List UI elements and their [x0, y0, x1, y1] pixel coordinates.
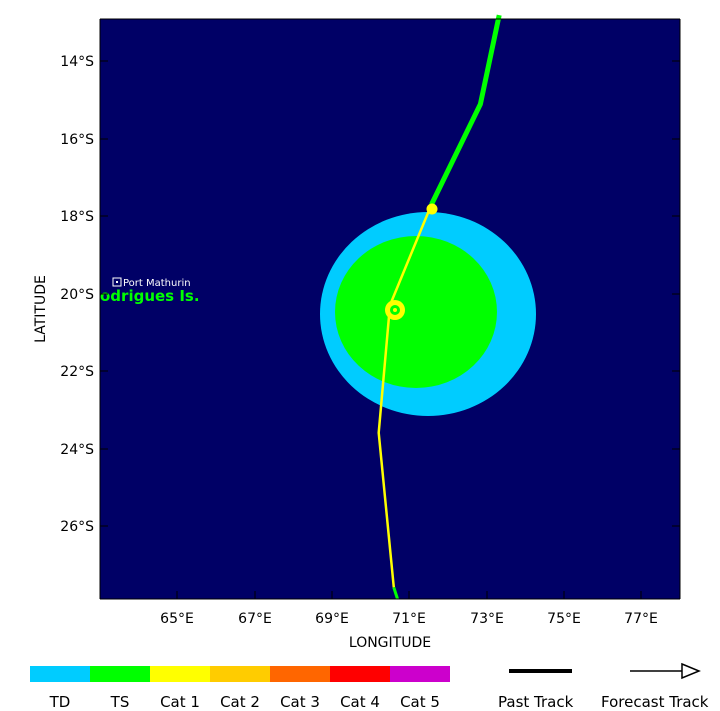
legend-swatch-ts	[90, 666, 150, 682]
rodrigues-label: odrigues Is.	[100, 287, 200, 305]
lon-tick-label: 69°E	[315, 611, 349, 627]
axis-ticks	[99, 18, 681, 600]
forecast-track-label: Forecast Track	[601, 693, 709, 711]
legend-swatch-cat4	[330, 666, 390, 682]
forecast-arrow-icon	[681, 662, 701, 680]
legend-swatch-cat2	[210, 666, 270, 682]
legend-swatch-td	[30, 666, 90, 682]
lon-tick-label: 71°E	[392, 611, 426, 627]
forecast-track-end	[392, 586, 399, 600]
lon-tick-label: 77°E	[624, 611, 658, 627]
lat-tick-label: 26°S	[60, 519, 94, 535]
past-track-label: Past Track	[498, 693, 574, 711]
forecast-position-dot	[393, 308, 397, 312]
lat-tick-label: 16°S	[60, 132, 94, 148]
legend-swatch-cat1	[150, 666, 210, 682]
lon-tick-label: 75°E	[547, 611, 581, 627]
lat-tick-label: 14°S	[60, 54, 94, 70]
legend-label-cat4: Cat 4	[340, 693, 380, 711]
legend-label-td: TD	[49, 693, 71, 711]
legend-swatch-cat5	[390, 666, 450, 682]
legend-swatch-cat3	[270, 666, 330, 682]
lat-tick-label: 18°S	[60, 209, 94, 225]
port-mathurin-marker-dot	[116, 281, 118, 283]
lon-tick-label: 67°E	[238, 611, 272, 627]
past-track-line	[429, 14, 502, 206]
legend-label-cat2: Cat 2	[220, 693, 260, 711]
legend-label-cat3: Cat 3	[280, 693, 320, 711]
legend-label-cat5: Cat 5	[400, 693, 440, 711]
current-position-marker	[426, 203, 438, 215]
legend-label-ts: TS	[110, 693, 130, 711]
lon-tick-label: 73°E	[470, 611, 504, 627]
legend-label-cat1: Cat 1	[160, 693, 200, 711]
lon-tick-label: 65°E	[160, 611, 194, 627]
lat-tick-label: 20°S	[60, 287, 94, 303]
lat-tick-label: 24°S	[60, 442, 94, 458]
lat-tick-label: 22°S	[60, 364, 94, 380]
port-mathurin-label: Port Mathurin	[123, 278, 191, 289]
ts-wind-radius	[335, 236, 497, 388]
y-axis-title: LATITUDE	[33, 275, 49, 343]
x-axis-title: LONGITUDE	[349, 635, 431, 651]
forecast-track-line	[377, 204, 433, 588]
port-mathurin-marker	[112, 277, 122, 287]
